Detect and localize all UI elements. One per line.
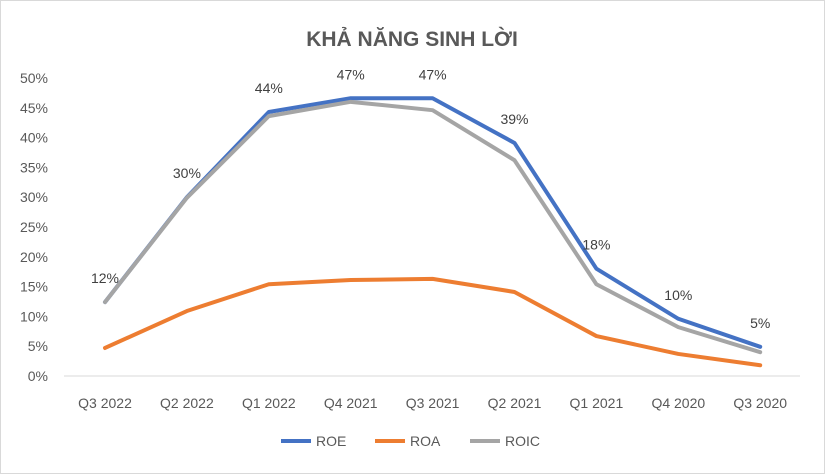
data-label-roe: 5% bbox=[750, 315, 770, 331]
y-tick-label: 25% bbox=[20, 219, 48, 235]
legend-label-roic: ROIC bbox=[505, 433, 540, 449]
x-tick-label: Q1 2021 bbox=[570, 395, 624, 411]
legend-label-roe: ROE bbox=[316, 433, 346, 449]
x-tick-label: Q2 2022 bbox=[160, 395, 214, 411]
x-tick-label: Q3 2020 bbox=[733, 395, 787, 411]
y-tick-label: 35% bbox=[20, 159, 48, 175]
x-tick-label: Q3 2022 bbox=[78, 395, 132, 411]
y-tick-label: 50% bbox=[20, 70, 48, 86]
data-label-roe: 10% bbox=[664, 287, 692, 303]
data-label-roe: 44% bbox=[255, 80, 283, 96]
series-line-roa bbox=[103, 276, 763, 368]
legend-label-roa: ROA bbox=[410, 433, 441, 449]
y-tick-label: 40% bbox=[20, 130, 48, 146]
y-tick-label: 0% bbox=[28, 368, 48, 384]
x-tick-label: Q4 2021 bbox=[324, 395, 378, 411]
series-line-roic bbox=[103, 99, 763, 355]
y-tick-label: 5% bbox=[28, 338, 48, 354]
series-line-roe bbox=[103, 96, 763, 349]
y-tick-label: 30% bbox=[20, 189, 48, 205]
x-tick-label: Q2 2021 bbox=[488, 395, 542, 411]
data-label-roe: 47% bbox=[419, 66, 447, 82]
x-tick-label: Q4 2020 bbox=[651, 395, 705, 411]
y-tick-label: 10% bbox=[20, 308, 48, 324]
data-label-roe: 39% bbox=[500, 111, 528, 127]
data-label-roe: 47% bbox=[337, 66, 365, 82]
chart-title: KHẢ NĂNG SINH LỜI bbox=[306, 27, 518, 51]
y-tick-label: 45% bbox=[20, 100, 48, 116]
data-label-roe: 30% bbox=[173, 165, 201, 181]
x-tick-label: Q3 2021 bbox=[406, 395, 460, 411]
data-label-roe: 12% bbox=[91, 270, 119, 286]
y-tick-label: 20% bbox=[20, 249, 48, 265]
x-tick-label: Q1 2022 bbox=[242, 395, 296, 411]
data-label-roe: 18% bbox=[582, 237, 610, 253]
y-tick-label: 15% bbox=[20, 279, 48, 295]
